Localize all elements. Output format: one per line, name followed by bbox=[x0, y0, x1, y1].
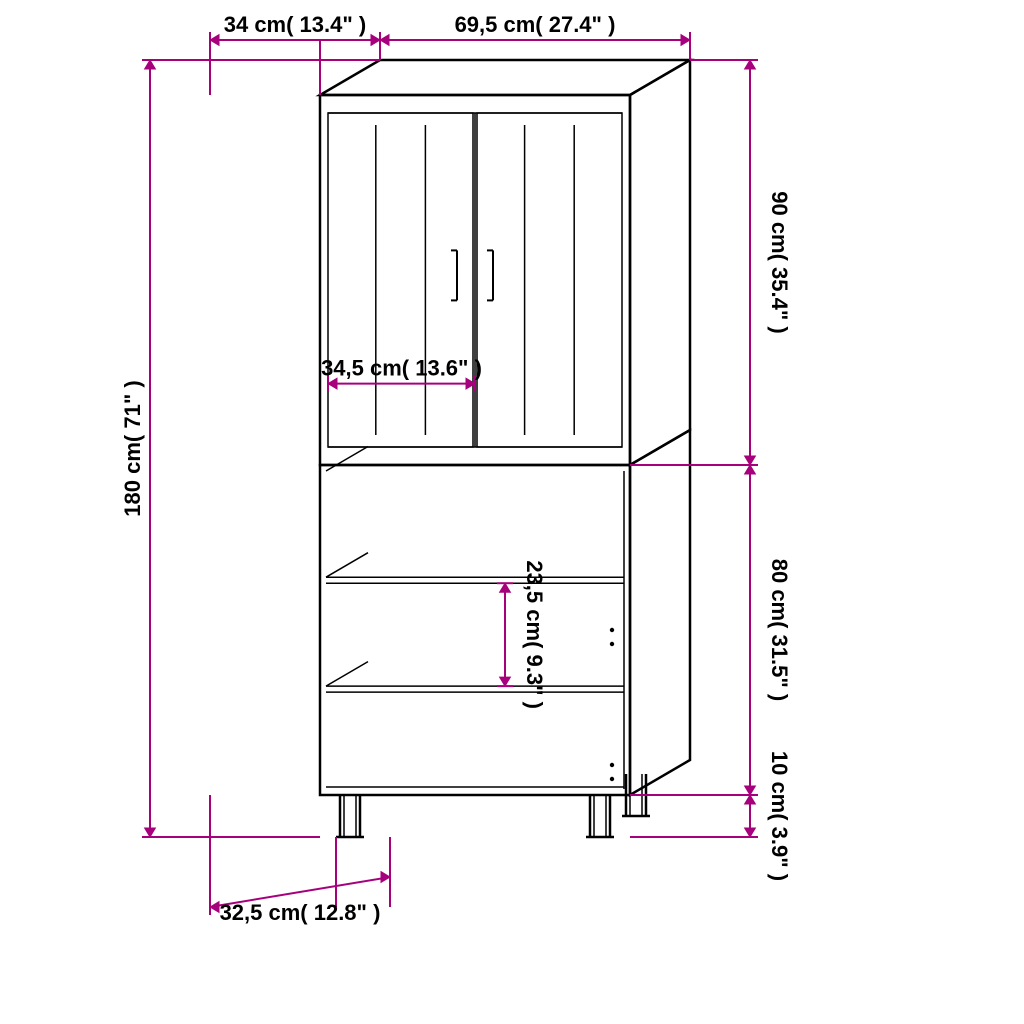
svg-text:69,5 cm( 27.4" ): 69,5 cm( 27.4" ) bbox=[455, 12, 616, 37]
dimension-diagram: 34 cm( 13.4" ) 69,5 cm( 27.4" ) 180 cm( 71… bbox=[0, 0, 1024, 1024]
svg-text:23,5 cm( 9.3" ): 23,5 cm( 9.3" ) bbox=[522, 560, 547, 709]
svg-text:34,5 cm( 13.6" ): 34,5 cm( 13.6" ) bbox=[321, 356, 482, 381]
svg-text:80 cm( 31.5" ): 80 cm( 31.5" ) bbox=[767, 559, 792, 702]
svg-text:34 cm( 13.4" ): 34 cm( 13.4" ) bbox=[224, 12, 367, 37]
svg-text:90 cm( 35.4" ): 90 cm( 35.4" ) bbox=[767, 191, 792, 334]
svg-text:32,5 cm( 12.8" ): 32,5 cm( 12.8" ) bbox=[220, 900, 381, 925]
svg-text:180 cm( 71" ): 180 cm( 71" ) bbox=[120, 380, 145, 516]
cabinet-outline bbox=[320, 60, 690, 837]
svg-text:10 cm( 3.9" ): 10 cm( 3.9" ) bbox=[767, 751, 792, 881]
